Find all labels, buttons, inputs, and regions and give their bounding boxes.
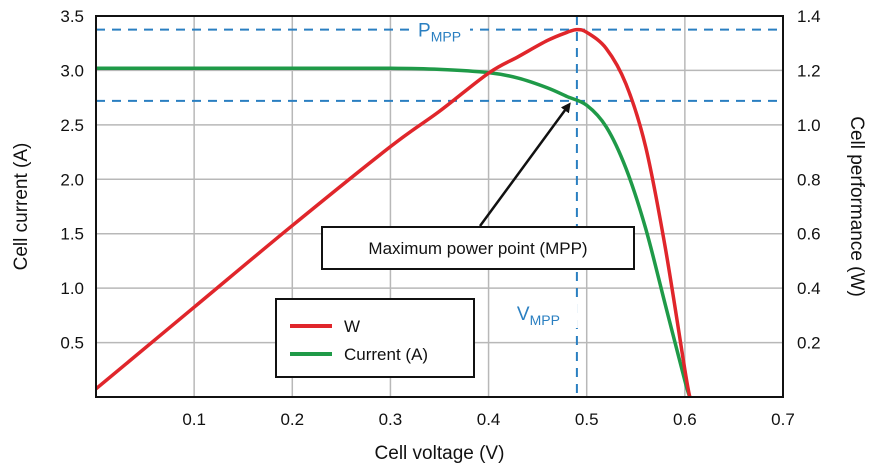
left-tick-label: 3.5 xyxy=(60,7,84,26)
legend-label-w: W xyxy=(344,317,360,336)
right-tick-label: 0.4 xyxy=(797,279,821,298)
right-tick-label: 1.2 xyxy=(797,61,821,80)
pmpp-label-main: P xyxy=(418,21,431,42)
mpp-annotation-box xyxy=(321,226,635,270)
x-tick-label: 0.2 xyxy=(280,410,304,429)
left-tick-label: 1.5 xyxy=(60,225,84,244)
x-tick-label: 0.6 xyxy=(673,410,697,429)
series-line-current xyxy=(96,66,692,398)
right-tick-label: 0.6 xyxy=(797,225,821,244)
legend: W Current (A) xyxy=(275,298,475,378)
pmpp-label: PMPP xyxy=(414,17,470,45)
pmpp-label-subscript: MPP xyxy=(431,29,461,45)
right-tick-label: 0.2 xyxy=(797,334,821,353)
vmpp-label-subscript: MPP xyxy=(530,312,560,328)
legend-box xyxy=(275,298,475,378)
x-tick-label: 0.7 xyxy=(771,410,795,429)
x-axis-title: Cell voltage (V) xyxy=(375,443,505,464)
x-tick-label: 0.5 xyxy=(575,410,599,429)
right-tick-label: 1.4 xyxy=(797,7,821,26)
mpp-arrow xyxy=(478,102,571,227)
legend-label-current: Current (A) xyxy=(344,345,428,364)
left-axis-ticks: 0.5 1.0 1.5 2.0 2.5 3.0 3.5 xyxy=(60,7,84,353)
left-tick-label: 1.0 xyxy=(60,279,84,298)
mpp-annotation: Maximum power point (MPP) xyxy=(321,102,635,270)
right-axis-ticks: 0.2 0.4 0.6 0.8 1.0 1.2 1.4 xyxy=(797,7,821,353)
series-layer xyxy=(94,27,692,398)
x-tick-label: 0.3 xyxy=(379,410,403,429)
vmpp-label-main: V xyxy=(517,304,530,325)
plot-frame xyxy=(95,15,784,398)
left-tick-label: 0.5 xyxy=(60,334,84,353)
mpp-annotation-text: Maximum power point (MPP) xyxy=(368,239,587,258)
x-axis-ticks: 0.1 0.2 0.3 0.4 0.5 0.6 0.7 xyxy=(182,410,794,429)
vmpp-label: VMPP xyxy=(513,298,578,328)
svg-text:PMPP: PMPP xyxy=(418,21,461,45)
right-axis-title: Cell performance (W) xyxy=(846,116,867,297)
right-tick-label: 0.8 xyxy=(797,170,821,189)
left-tick-label: 2.0 xyxy=(60,170,84,189)
left-tick-label: 2.5 xyxy=(60,116,84,135)
right-tick-label: 1.0 xyxy=(797,116,821,135)
left-tick-label: 3.0 xyxy=(60,61,84,80)
series-line-w xyxy=(94,27,692,398)
x-tick-label: 0.4 xyxy=(477,410,501,429)
svg-text:VMPP: VMPP xyxy=(517,304,560,328)
left-axis-title: Cell current (A) xyxy=(11,143,32,271)
x-tick-label: 0.1 xyxy=(182,410,206,429)
